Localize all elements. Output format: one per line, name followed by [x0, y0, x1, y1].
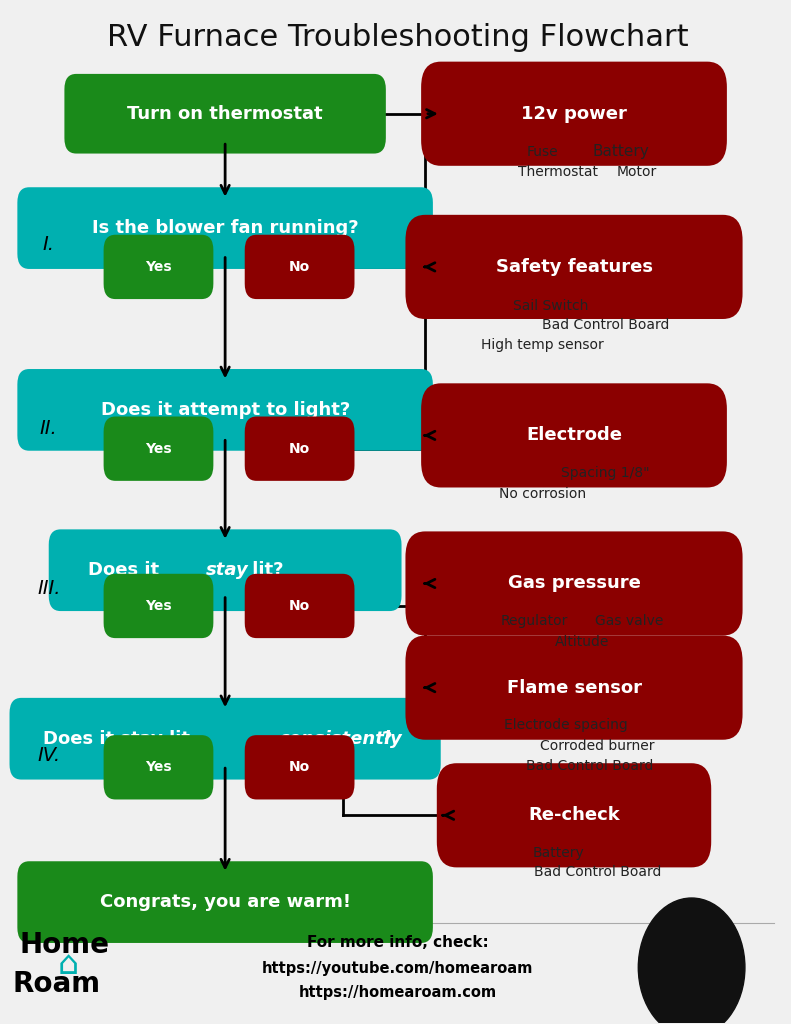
- Text: I.: I.: [43, 234, 55, 254]
- Text: No: No: [289, 599, 310, 613]
- Text: Bad Control Board: Bad Control Board: [542, 318, 669, 332]
- FancyBboxPatch shape: [17, 187, 433, 269]
- Text: Roam: Roam: [13, 970, 100, 997]
- Text: No: No: [289, 441, 310, 456]
- FancyBboxPatch shape: [49, 529, 402, 611]
- Text: Electrode: Electrode: [526, 426, 622, 444]
- Text: Re-check: Re-check: [528, 806, 620, 824]
- Text: Yes: Yes: [146, 599, 172, 613]
- Text: High temp sensor: High temp sensor: [481, 338, 604, 351]
- FancyBboxPatch shape: [17, 369, 433, 451]
- FancyBboxPatch shape: [437, 763, 711, 867]
- Text: Battery: Battery: [592, 144, 649, 159]
- Text: Fuse: Fuse: [527, 144, 558, 159]
- Text: https://youtube.com/homearoam: https://youtube.com/homearoam: [262, 961, 533, 976]
- FancyBboxPatch shape: [421, 383, 727, 487]
- Text: IV.: IV.: [37, 745, 60, 765]
- Text: Yes: Yes: [146, 441, 172, 456]
- Text: Is the blower fan running?: Is the blower fan running?: [92, 219, 358, 238]
- Text: Gas pressure: Gas pressure: [508, 574, 641, 593]
- Text: 12v power: 12v power: [521, 104, 627, 123]
- FancyBboxPatch shape: [421, 61, 727, 166]
- Text: YOU'VE IMAGINED: YOU'VE IMAGINED: [655, 992, 729, 998]
- Text: No: No: [289, 260, 310, 273]
- Text: LIVE THE LIFE: LIVE THE LIFE: [664, 938, 719, 944]
- Text: https://homearoam.com: https://homearoam.com: [298, 985, 497, 1000]
- Text: Sail Switch: Sail Switch: [513, 299, 589, 312]
- FancyBboxPatch shape: [406, 636, 743, 739]
- Text: Turn on thermostat: Turn on thermostat: [127, 104, 323, 123]
- Text: ?: ?: [382, 730, 392, 748]
- Text: Motor: Motor: [617, 165, 657, 179]
- Text: ⌂: ⌂: [683, 955, 699, 980]
- FancyBboxPatch shape: [104, 735, 214, 800]
- Text: consistently: consistently: [278, 730, 402, 748]
- Text: Yes: Yes: [146, 260, 172, 273]
- FancyBboxPatch shape: [244, 234, 354, 299]
- Text: Does it attempt to light?: Does it attempt to light?: [100, 400, 350, 419]
- Text: No corrosion: No corrosion: [499, 486, 586, 501]
- FancyBboxPatch shape: [244, 573, 354, 638]
- Text: Electrode spacing: Electrode spacing: [505, 719, 628, 732]
- FancyBboxPatch shape: [244, 417, 354, 481]
- FancyBboxPatch shape: [406, 531, 743, 636]
- Text: RV Furnace Troubleshooting Flowchart: RV Furnace Troubleshooting Flowchart: [107, 23, 688, 51]
- Text: ⌂: ⌂: [58, 948, 79, 981]
- Text: Home: Home: [20, 931, 109, 959]
- Text: III.: III.: [37, 580, 60, 598]
- FancyBboxPatch shape: [244, 735, 354, 800]
- Text: Thermostat: Thermostat: [518, 165, 598, 179]
- Text: Does it: Does it: [88, 561, 165, 580]
- Text: Bad Control Board: Bad Control Board: [534, 865, 661, 880]
- FancyBboxPatch shape: [9, 698, 441, 779]
- FancyBboxPatch shape: [406, 215, 743, 319]
- Text: Gas valve: Gas valve: [595, 614, 663, 629]
- Text: For more info, check:: For more info, check:: [307, 936, 489, 950]
- Text: Battery: Battery: [532, 846, 585, 860]
- Text: Regulator: Regulator: [501, 614, 569, 629]
- Text: Flame sensor: Flame sensor: [506, 679, 642, 696]
- Text: Corroded burner: Corroded burner: [540, 739, 655, 753]
- Circle shape: [641, 901, 743, 1024]
- Text: Spacing 1/8": Spacing 1/8": [561, 466, 649, 480]
- Text: Bad Control Board: Bad Control Board: [526, 759, 653, 773]
- Text: Congrats, you are warm!: Congrats, you are warm!: [100, 893, 350, 911]
- Text: Altitude: Altitude: [554, 635, 609, 648]
- FancyBboxPatch shape: [104, 234, 214, 299]
- Text: stay: stay: [206, 561, 248, 580]
- FancyBboxPatch shape: [17, 861, 433, 943]
- Text: Yes: Yes: [146, 760, 172, 774]
- Text: Does it stay lit: Does it stay lit: [44, 730, 196, 748]
- Circle shape: [638, 898, 745, 1024]
- Text: No: No: [289, 760, 310, 774]
- Text: lit?: lit?: [246, 561, 284, 580]
- FancyBboxPatch shape: [104, 573, 214, 638]
- FancyBboxPatch shape: [64, 74, 386, 154]
- FancyBboxPatch shape: [104, 417, 214, 481]
- Text: Safety features: Safety features: [495, 258, 653, 275]
- Text: II.: II.: [40, 419, 58, 437]
